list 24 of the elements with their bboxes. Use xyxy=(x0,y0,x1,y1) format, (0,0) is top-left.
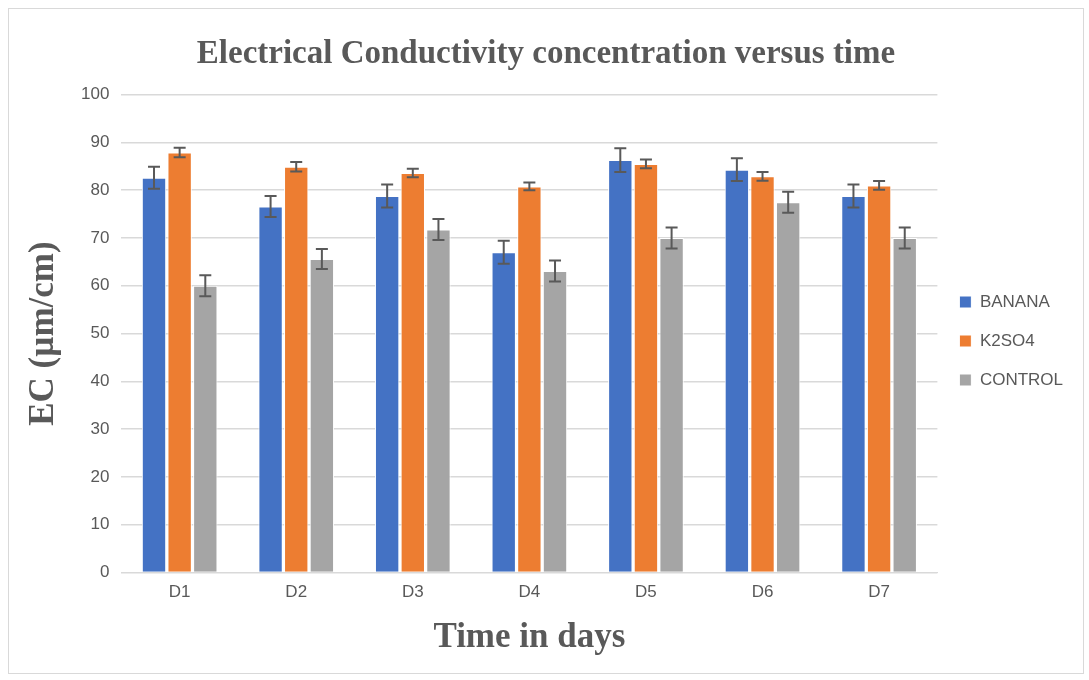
legend-label: CONTROL xyxy=(979,369,1064,389)
y-tick-label: 10 xyxy=(90,514,110,534)
y-axis-title: EC (µm/cm) xyxy=(22,241,62,426)
y-tick-label: 60 xyxy=(90,275,110,295)
y-tick-label: 20 xyxy=(90,466,110,486)
x-tick-label: D7 xyxy=(868,582,890,602)
x-tick-label: D5 xyxy=(635,582,657,602)
x-axis-title: Time in days xyxy=(433,616,626,656)
y-tick-label: 0 xyxy=(99,562,110,582)
legend-label: K2SO4 xyxy=(979,330,1035,350)
y-tick-label: 50 xyxy=(90,323,110,343)
y-tick-label: 70 xyxy=(90,227,110,247)
x-tick-label: D2 xyxy=(285,582,308,602)
y-tick-label: 30 xyxy=(90,418,110,438)
y-tick-label: 80 xyxy=(90,179,110,199)
y-tick-label: 90 xyxy=(90,132,110,152)
x-tick-label: D4 xyxy=(518,582,541,602)
y-tick-label: 40 xyxy=(90,371,110,391)
x-tick-label: D3 xyxy=(401,582,424,602)
chart-title: Electrical Conductivity concentration versus time xyxy=(196,34,896,71)
y-tick-label: 100 xyxy=(80,84,110,104)
legend-label: BANANA xyxy=(979,291,1051,311)
x-tick-label: D6 xyxy=(751,582,774,602)
x-tick-label: D1 xyxy=(168,582,191,602)
